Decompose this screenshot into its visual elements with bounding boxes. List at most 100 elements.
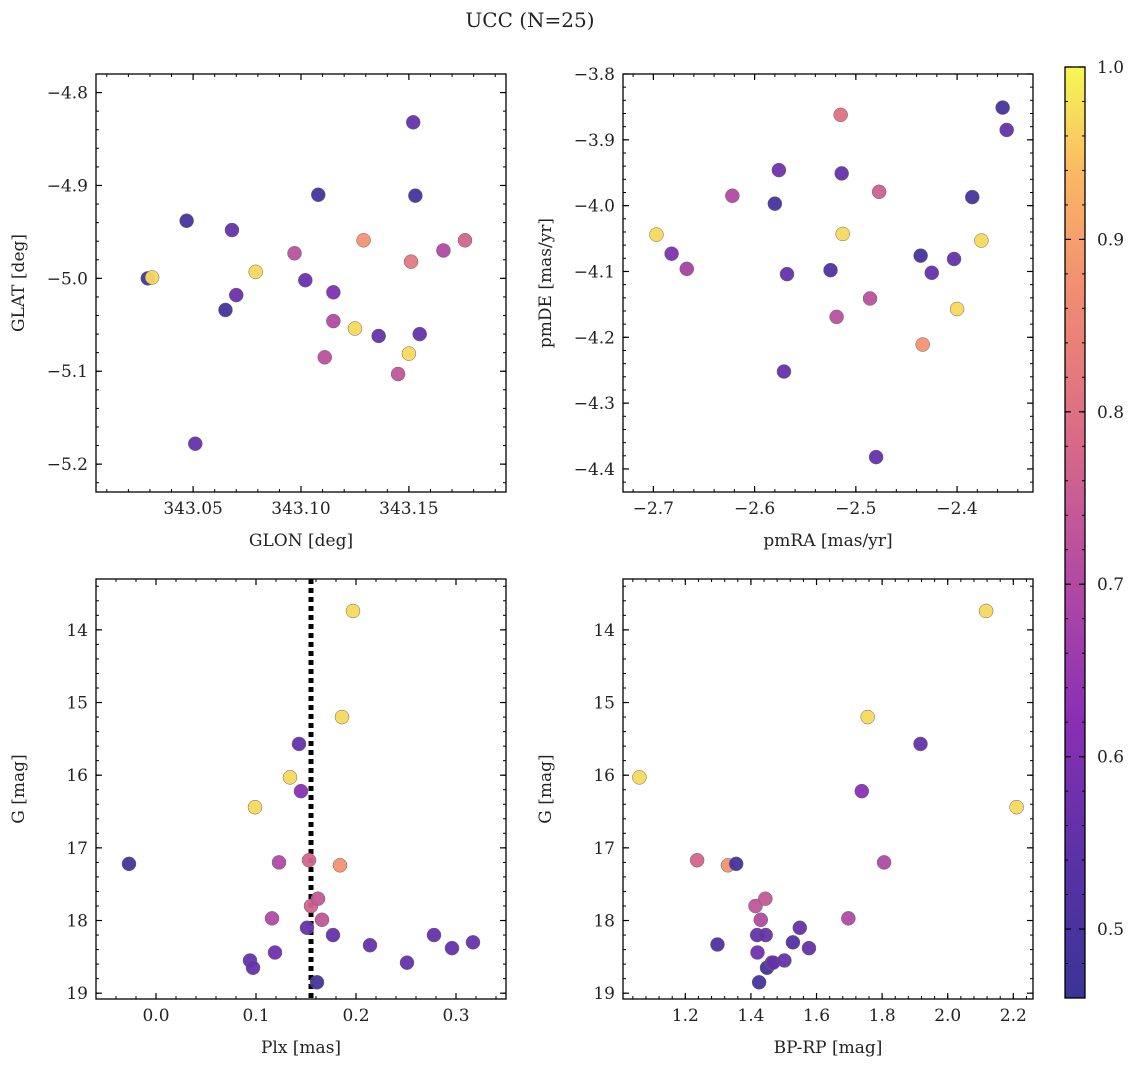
panel-1: 343.05 343.10 343.15 −4.8 −4.9 −5.0 −5.1 −5.2 GL… [9,73,507,551]
scatter-point [291,736,307,752]
scatter-point [332,858,348,873]
scatter-point [334,709,350,725]
scatter-point [758,927,773,943]
x-tick-label: 1.4 [737,1006,764,1026]
scatter-point [862,291,878,306]
scatter-point [301,852,317,868]
scatter-point [401,346,417,361]
axes-frame [622,73,1034,493]
x-tick-label: 0.2 [342,1006,369,1026]
scatter-point [245,960,261,976]
scatter-point [436,243,451,258]
minor-ticks [623,579,1033,999]
y-tick-label: −4.8 [47,84,88,104]
y-tick-label: −4.3 [574,394,615,414]
scatter-point [860,709,875,725]
scatter-point [776,364,792,379]
colorbar-frame [1064,66,1086,999]
scatter-point [326,285,341,300]
y-tick-label: 19 [66,984,88,1004]
scatter-point [632,770,647,785]
axes-frame [95,578,507,1000]
colorbar-fill [1065,67,1085,998]
scatter-point [362,937,378,953]
scatter-point [779,266,795,282]
x-axis-label: GLON [deg] [249,531,353,551]
scatter-points [140,115,473,451]
scatter-point [399,955,415,970]
scatter-point [412,326,427,342]
scatter-point [710,937,725,952]
x-tick-label: −2.7 [633,499,674,519]
scatter-point [444,940,460,956]
scatter-point [408,188,423,203]
scatter-point [751,975,767,990]
scatter-point [728,856,744,872]
scatter-point [299,920,315,936]
y-tick-label: 15 [66,694,88,714]
scatter-point [326,313,341,329]
y-tick-label: −5.0 [47,269,88,289]
y-tick-label: 14 [66,621,88,641]
y-tick-label: 18 [593,912,615,932]
scatter-point [224,222,240,238]
x-tick-label: 0.3 [442,1006,469,1026]
scatter-point [946,251,962,267]
scatter-point [287,246,302,261]
scatter-point [229,287,244,303]
colorbar-tick-label: 1.0 [1097,58,1124,78]
x-tick-label: 1.6 [803,1006,830,1026]
y-tick-label: 17 [66,839,88,859]
y-tick-label: −5.2 [47,455,88,475]
x-tick-label: 1.2 [672,1006,699,1026]
scatter-point [801,940,817,956]
scatter-point [841,911,856,926]
scatter-point [179,213,194,229]
scatter-point [144,270,160,285]
x-tick-label: 0.1 [242,1006,269,1026]
scatter-point [753,912,769,928]
scatter-point [390,366,406,382]
scatter-point [915,337,930,352]
scatter-point [785,935,801,950]
scatter-point [833,107,848,123]
y-tick-label: −5.1 [47,362,88,382]
scatter-point [725,188,740,204]
y-axis-label: G [mag] [9,754,29,823]
y-tick-label: −4.4 [574,460,615,480]
x-tick-label: 343.15 [379,499,438,519]
y-tick-label: 16 [593,766,615,786]
colorbar-tick-label: 0.6 [1097,748,1124,768]
y-tick-label: 17 [593,839,615,859]
y-tick-label: −3.9 [574,131,615,151]
scatter-point [317,350,332,365]
scatter-point [750,945,765,960]
scatter-point [823,262,838,278]
scatter-point [871,184,887,200]
scatter-point [1009,799,1024,815]
scatter-point [777,953,792,968]
scatter-points [121,603,481,990]
x-tick-label: 343.10 [271,499,330,519]
scatter-point [271,855,287,870]
y-axis-label: GLAT [deg] [9,234,29,332]
scatter-point [282,770,298,785]
x-tick-label: −2.5 [835,499,876,519]
scatter-point [689,852,705,868]
colorbar-tick-label: 0.9 [1097,230,1124,250]
scatter-point [403,254,419,269]
scatter-points [649,100,1014,465]
y-tick-label: −3.8 [574,65,615,85]
scatter-point [371,328,386,344]
y-tick-label: −4.0 [574,197,615,217]
scatter-point [854,783,870,799]
scatter-point [664,246,679,261]
y-tick-label: −4.1 [574,262,615,282]
x-tick-label: 2.0 [934,1006,961,1026]
scatter-point [949,301,965,317]
scatter-point [835,226,850,242]
scatter-point [345,603,361,619]
scatter-point [913,248,928,263]
scatter-point [314,912,330,928]
